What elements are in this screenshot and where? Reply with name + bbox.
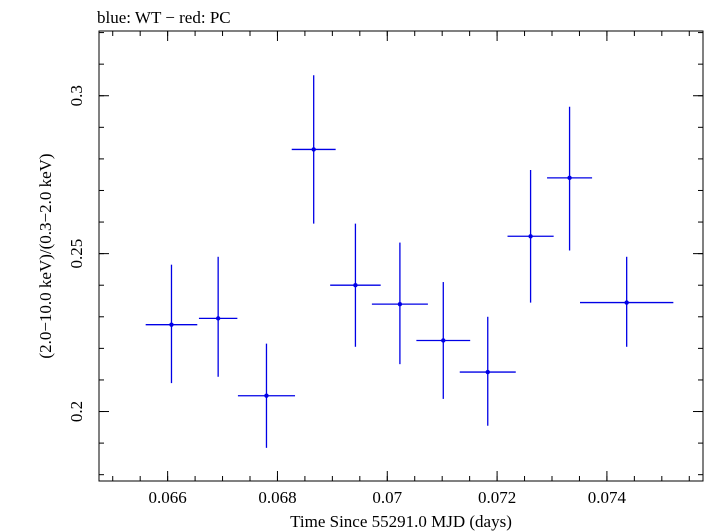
point-marker <box>485 369 490 375</box>
minor-ticks <box>99 31 703 481</box>
x-axis-label: Time Since 55291.0 MJD (days) <box>290 512 512 531</box>
x-tick-label: 0.07 <box>372 488 402 507</box>
y-axis-label: (2.0−10.0 keV)/(0.3−2.0 keV) <box>36 153 55 358</box>
plot-frame <box>98 30 704 482</box>
data-point <box>580 256 674 347</box>
point-marker <box>441 338 446 343</box>
data-point <box>198 256 238 377</box>
point-marker <box>311 147 316 152</box>
data-points <box>145 75 674 448</box>
data-point <box>507 169 554 303</box>
tick-labels: 0.066 0.068 0.07 0.072 0.074 0.2 0.25 0.3 <box>67 85 627 507</box>
point-marker <box>215 316 221 321</box>
x-tick-label: 0.066 <box>149 488 187 507</box>
y-tick-label: 0.2 <box>67 401 86 422</box>
point-marker <box>169 322 174 327</box>
y-tick-label: 0.25 <box>67 239 86 269</box>
point-marker <box>264 393 269 398</box>
data-point <box>291 75 336 224</box>
data-point <box>459 316 516 426</box>
x-tick-label: 0.074 <box>588 488 627 507</box>
data-point <box>547 106 593 251</box>
point-marker <box>624 300 629 305</box>
data-point <box>237 343 296 448</box>
chart-title: blue: WT − red: PC <box>97 8 231 27</box>
data-point <box>371 242 428 365</box>
major-ticks <box>99 31 703 481</box>
data-point <box>330 223 381 347</box>
x-tick-label: 0.072 <box>478 488 516 507</box>
point-marker <box>567 175 572 181</box>
point-marker <box>397 301 403 307</box>
point-marker <box>353 283 358 288</box>
data-point <box>145 264 198 384</box>
data-point <box>416 282 471 399</box>
point-marker <box>528 234 533 239</box>
y-tick-label: 0.3 <box>67 85 86 106</box>
x-tick-label: 0.068 <box>258 488 296 507</box>
